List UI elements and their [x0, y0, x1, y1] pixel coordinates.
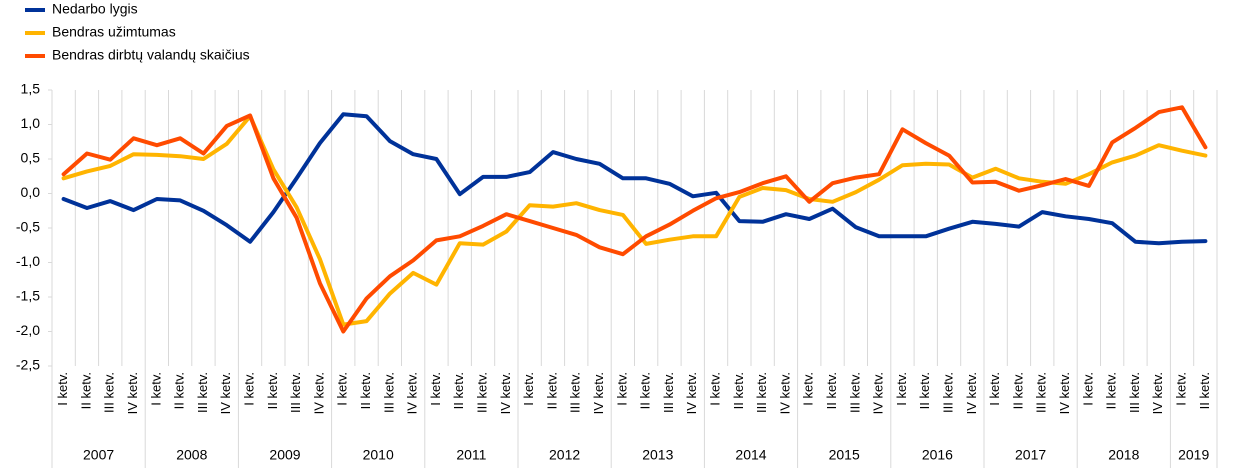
x-tick-label: II ketv.: [731, 372, 746, 409]
x-tick-label: III ketv.: [661, 372, 676, 413]
x-tick-label: II ketv.: [1104, 372, 1119, 409]
year-label: 2010: [363, 447, 394, 463]
x-tick-label: II ketv.: [544, 372, 559, 409]
y-tick-label: -2,0: [16, 322, 40, 338]
legend-label: Nedarbo lygis: [52, 1, 138, 17]
x-tick-label: III ketv.: [1127, 372, 1142, 413]
x-tick-label: IV ketv.: [591, 372, 606, 414]
x-tick-label: III ketv.: [754, 372, 769, 413]
x-tick-label: III ketv.: [288, 372, 303, 413]
x-tick-label: I ketv.: [801, 372, 816, 406]
x-tick-label: IV ketv.: [498, 372, 513, 414]
x-tick-label: III ketv.: [1034, 372, 1049, 413]
year-label: 2018: [1108, 447, 1139, 463]
x-tick-label: III ketv.: [102, 372, 117, 413]
year-label: 2017: [1015, 447, 1046, 463]
year-label: 2014: [735, 447, 766, 463]
y-tick-label: -2,5: [16, 357, 40, 373]
series-line: [61, 105, 1208, 334]
x-tick-label: I ketv.: [241, 372, 256, 406]
x-tick-label: II ketv.: [451, 372, 466, 409]
x-tick-label: IV ketv.: [125, 372, 140, 414]
x-tick-label: II ketv.: [824, 372, 839, 409]
x-tick-label: IV ketv.: [1057, 372, 1072, 414]
y-tick-label: -1,0: [16, 253, 40, 269]
y-tick-label: 1,5: [21, 81, 41, 97]
x-tick-label: II ketv.: [172, 372, 187, 409]
x-tick-label: II ketv.: [917, 372, 932, 409]
year-label: 2007: [83, 447, 114, 463]
y-tick-label: 0,5: [21, 150, 41, 166]
x-tick-label: I ketv.: [148, 372, 163, 406]
legend-label: Bendras užimtumas: [52, 24, 176, 40]
x-tick-label: IV ketv.: [218, 372, 233, 414]
x-tick-label: II ketv.: [1010, 372, 1025, 409]
x-tick-label: III ketv.: [381, 372, 396, 413]
x-tick-label: II ketv.: [78, 372, 93, 409]
x-tick-label: II ketv.: [265, 372, 280, 409]
x-tick-label: III ketv.: [940, 372, 955, 413]
year-label: 2008: [176, 447, 207, 463]
year-label: 2009: [269, 447, 300, 463]
x-tick-label: IV ketv.: [871, 372, 886, 414]
y-tick-label: 0,0: [21, 184, 41, 200]
x-tick-label: I ketv.: [707, 372, 722, 406]
x-tick-label: I ketv.: [894, 372, 909, 406]
x-tick-label: II ketv.: [358, 372, 373, 409]
x-tick-label: III ketv.: [474, 372, 489, 413]
year-label: 2012: [549, 447, 580, 463]
series-line: [61, 112, 1208, 246]
x-tick-label: I ketv.: [521, 372, 536, 406]
x-tick-label: IV ketv.: [311, 372, 326, 414]
year-label: 2013: [642, 447, 673, 463]
year-label: 2011: [456, 447, 486, 463]
x-tick-label: I ketv.: [1080, 372, 1095, 406]
legend-label: Bendras dirbtų valandų skaičius: [52, 47, 250, 63]
x-tick-label: IV ketv.: [964, 372, 979, 414]
y-tick-label: 1,0: [21, 115, 41, 131]
y-tick-label: -0,5: [16, 219, 40, 235]
x-tick-label: III ketv.: [568, 372, 583, 413]
y-tick-label: -1,5: [16, 288, 40, 304]
x-tick-label: I ketv.: [987, 372, 1002, 406]
x-tick-label: IV ketv.: [684, 372, 699, 414]
x-tick-label: I ketv.: [614, 372, 629, 406]
x-tick-label: IV ketv.: [777, 372, 792, 414]
x-tick-label: I ketv.: [1173, 372, 1188, 406]
x-tick-label: IV ketv.: [1150, 372, 1165, 414]
x-tick-label: II ketv.: [638, 372, 653, 409]
x-tick-label: II ketv.: [1197, 372, 1212, 409]
year-label: 2019: [1178, 447, 1209, 463]
x-tick-label: I ketv.: [55, 372, 70, 406]
x-tick-label: IV ketv.: [405, 372, 420, 414]
year-label: 2016: [922, 447, 953, 463]
x-tick-label: III ketv.: [195, 372, 210, 413]
year-label: 2015: [829, 447, 860, 463]
x-tick-label: III ketv.: [847, 372, 862, 413]
x-tick-label: I ketv.: [428, 372, 443, 406]
x-tick-label: I ketv.: [335, 372, 350, 406]
